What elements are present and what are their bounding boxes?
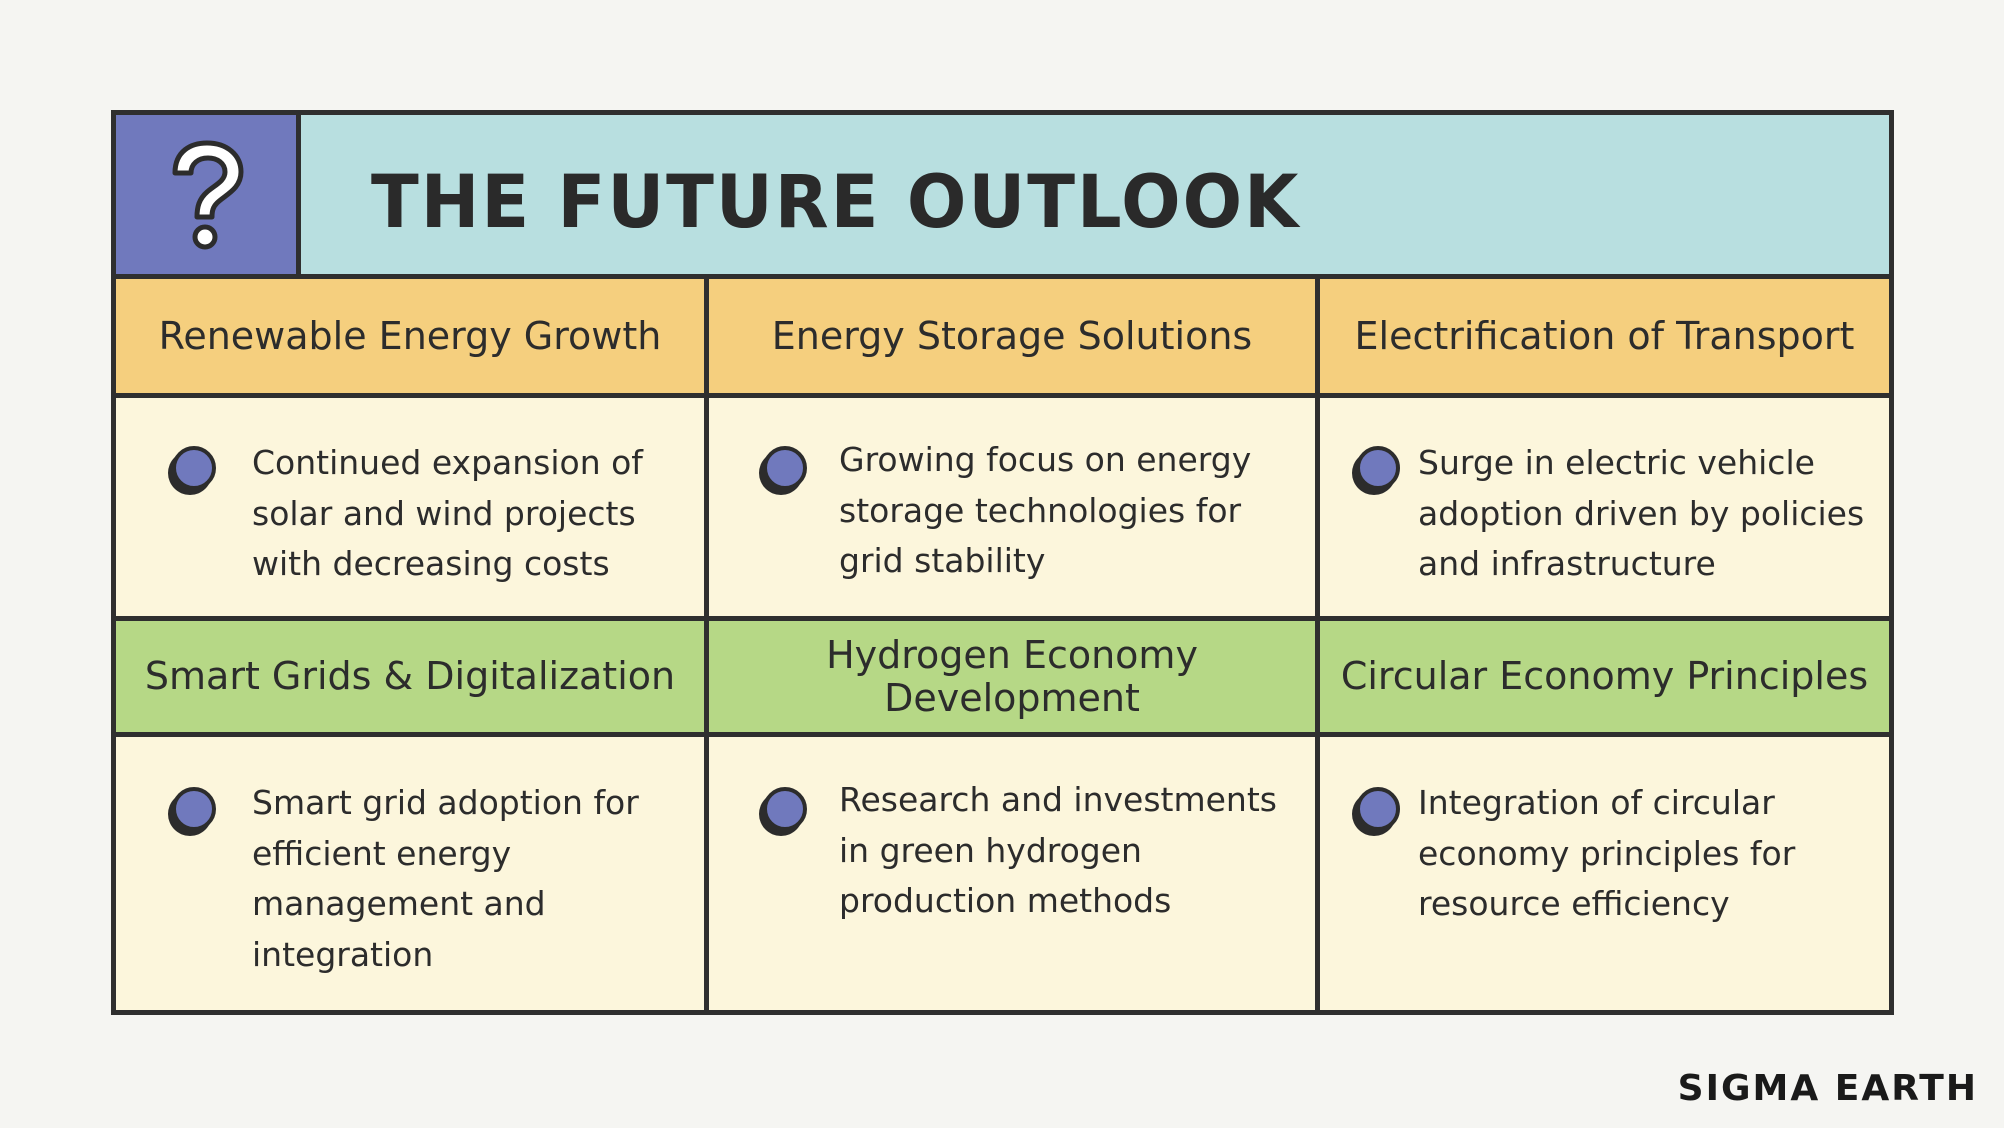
title-row: THE FUTURE OUTLOOK	[116, 115, 1889, 279]
heading-circular-economy: Circular Economy Principles	[1340, 654, 1869, 698]
heading-cell: Smart Grids & Digitalization	[116, 621, 709, 737]
body-cell: Surge in electric vehicle adoption drive…	[1320, 398, 1889, 621]
body-cell: Research and investments in green hydrog…	[709, 737, 1320, 1010]
page-title: THE FUTURE OUTLOOK	[371, 158, 1301, 246]
bullet-dot-icon	[759, 446, 807, 495]
heading-electrification-of-transport: Electrification of Transport	[1354, 313, 1855, 358]
heading-cell: Hydrogen Economy Development	[709, 621, 1320, 737]
heading-renewable-energy-growth: Renewable Energy Growth	[158, 313, 662, 358]
bullet-dot-icon	[168, 787, 216, 836]
bullet-dot-icon	[1352, 787, 1400, 836]
question-icon-box	[116, 115, 301, 274]
outlook-table: THE FUTURE OUTLOOK Renewable Energy Grow…	[111, 110, 1894, 1015]
body-text: Continued expansion of solar and wind pr…	[252, 443, 643, 583]
body-cell: Growing focus on energy storage technolo…	[709, 398, 1320, 621]
bullet-dot-icon	[168, 446, 216, 495]
heading-hydrogen-economy: Hydrogen Economy Development	[826, 632, 1198, 720]
body-cell: Integration of circular economy principl…	[1320, 737, 1889, 1010]
body-text: Surge in electric vehicle adoption drive…	[1418, 443, 1865, 583]
body-text: Growing focus on energy storage technolo…	[839, 440, 1252, 580]
bullet-dot-icon	[759, 787, 807, 836]
body-text: Smart grid adoption for efficient energy…	[252, 783, 639, 974]
heading-cell: Circular Economy Principles	[1320, 621, 1889, 737]
heading-smart-grids: Smart Grids & Digitalization	[144, 654, 676, 698]
body-cell: Continued expansion of solar and wind pr…	[116, 398, 709, 621]
heading-cell: Renewable Energy Growth	[116, 279, 709, 398]
heading-energy-storage-solutions: Energy Storage Solutions	[771, 313, 1253, 358]
heading-cell: Electrification of Transport	[1320, 279, 1889, 398]
heading-cell: Energy Storage Solutions	[709, 279, 1320, 398]
body-text: Research and investments in green hydrog…	[839, 780, 1277, 920]
brand-logo: SIGMA EARTH	[1677, 1068, 1978, 1109]
body-cell: Smart grid adoption for efficient energy…	[116, 737, 709, 1010]
question-mark-icon	[172, 140, 244, 250]
bullet-dot-icon	[1352, 446, 1400, 495]
body-text: Integration of circular economy principl…	[1418, 783, 1796, 923]
